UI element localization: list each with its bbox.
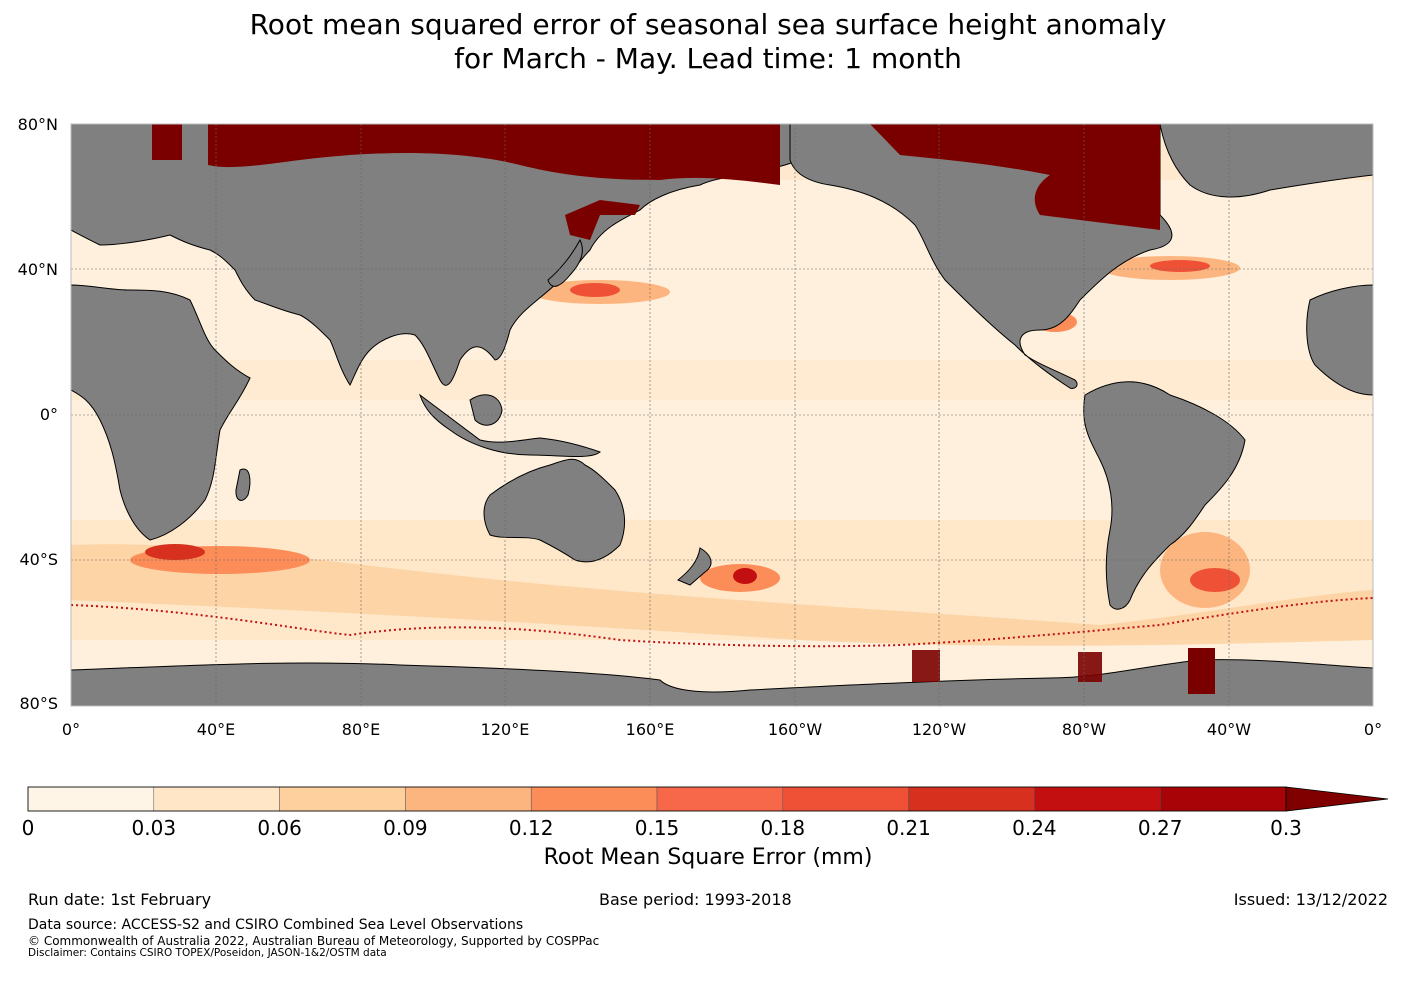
lon-label-40w: 40°W (1206, 720, 1252, 739)
colorbar-segment (782, 786, 909, 812)
colorbar-segment (1034, 786, 1161, 812)
lon-label-80e: 80°E (341, 720, 381, 739)
masked-high-error-regions (152, 124, 1215, 694)
weddell-mask (1188, 648, 1215, 694)
lon-label-160w: 160°W (767, 720, 823, 739)
lon-label-0-right: 0° (1363, 720, 1383, 739)
lon-label-120w: 120°W (911, 720, 967, 739)
acc-band (71, 544, 1373, 646)
arctic-mask (208, 124, 780, 185)
colorbar-tick-label: 0.06 (257, 816, 302, 840)
colorbar-tick-label: 0.3 (1270, 816, 1302, 840)
colorbar-segment (1159, 786, 1287, 812)
lon-label-160e: 160°E (625, 720, 675, 739)
colorbar-tick-label: 0.12 (508, 816, 554, 840)
brazil-malvinas-core (1190, 568, 1240, 592)
chart-title-line-1: Root mean squared error of seasonal sea … (249, 8, 1167, 41)
colorbar-segment (153, 786, 280, 812)
agulhas-core (145, 544, 205, 560)
europe-west (1306, 284, 1373, 396)
colorbar-segments (27, 786, 1389, 812)
map-frame (70, 123, 1374, 707)
data-source: Data source: ACCESS-S2 and CSIRO Combine… (28, 917, 524, 933)
lat-label-40s: 40°S (19, 550, 58, 569)
disclaimer: Disclaimer: Contains CSIRO TOPEX/Poseido… (28, 947, 387, 959)
south-america (1083, 381, 1246, 610)
okhotsk-mask (565, 200, 640, 240)
new-zealand (677, 547, 712, 586)
colorbar-extend-arrow (1285, 786, 1389, 812)
eurasia (71, 124, 951, 386)
lat-label-40n: 40°N (17, 260, 58, 279)
borneo (469, 394, 503, 426)
colorbar-tick-label: 0.03 (131, 816, 177, 840)
colorbar-segment (656, 786, 784, 812)
colorbar-segment (279, 786, 406, 812)
bellingshausen-mask (1078, 652, 1102, 682)
colorbar-tick-label: 0.18 (760, 816, 806, 840)
graticule (71, 124, 1373, 706)
lat-label-80s: 80°S (19, 694, 58, 713)
barents-sea-mask (152, 124, 182, 160)
copyright: © Commonwealth of Australia 2022, Austra… (28, 934, 600, 948)
greenland (1159, 124, 1373, 198)
lat-label-80n: 80°N (17, 115, 58, 134)
colorbar-segment (530, 786, 658, 812)
lon-label-40e: 40°E (196, 720, 236, 739)
kuroshio-core (570, 283, 620, 297)
lon-label-80w: 80°W (1061, 720, 1107, 739)
colorbar-tick-label: 0.21 (886, 816, 931, 840)
colorbar-segment (908, 786, 1035, 812)
run-date: Run date: 1st February (28, 890, 212, 909)
tasman-core (733, 568, 757, 584)
colorbar-segment (405, 786, 532, 812)
colorbar-tick-label: 0 (21, 816, 35, 840)
japan (547, 238, 583, 287)
amundsen-mask (912, 650, 940, 682)
colorbar-frame (27, 786, 1287, 812)
colorbar-tick-label: 0.24 (1012, 816, 1057, 840)
base-period: Base period: 1993-2018 (599, 890, 792, 909)
issued-date: Issued: 13/12/2022 (1233, 890, 1388, 909)
colorbar-segment (27, 786, 155, 812)
indonesia (419, 393, 602, 458)
colorbar-tick-label: 0.27 (1137, 816, 1183, 840)
lon-label-120e: 120°E (480, 720, 530, 739)
africa (71, 284, 251, 541)
lat-label-0: 0° (39, 405, 58, 424)
colorbar-tick-label: 0.09 (383, 816, 428, 840)
lon-label-0-left: 0° (61, 720, 81, 739)
chart-title-line-2: for March - May. Lead time: 1 month (454, 42, 962, 75)
colorbar-label: Root Mean Square Error (mm) (543, 845, 873, 870)
madagascar (235, 468, 251, 501)
colorbar-tick-label: 0.15 (634, 816, 680, 840)
canadian-arctic-mask (870, 124, 1160, 230)
sea-ice-edge-errors (71, 597, 1373, 648)
